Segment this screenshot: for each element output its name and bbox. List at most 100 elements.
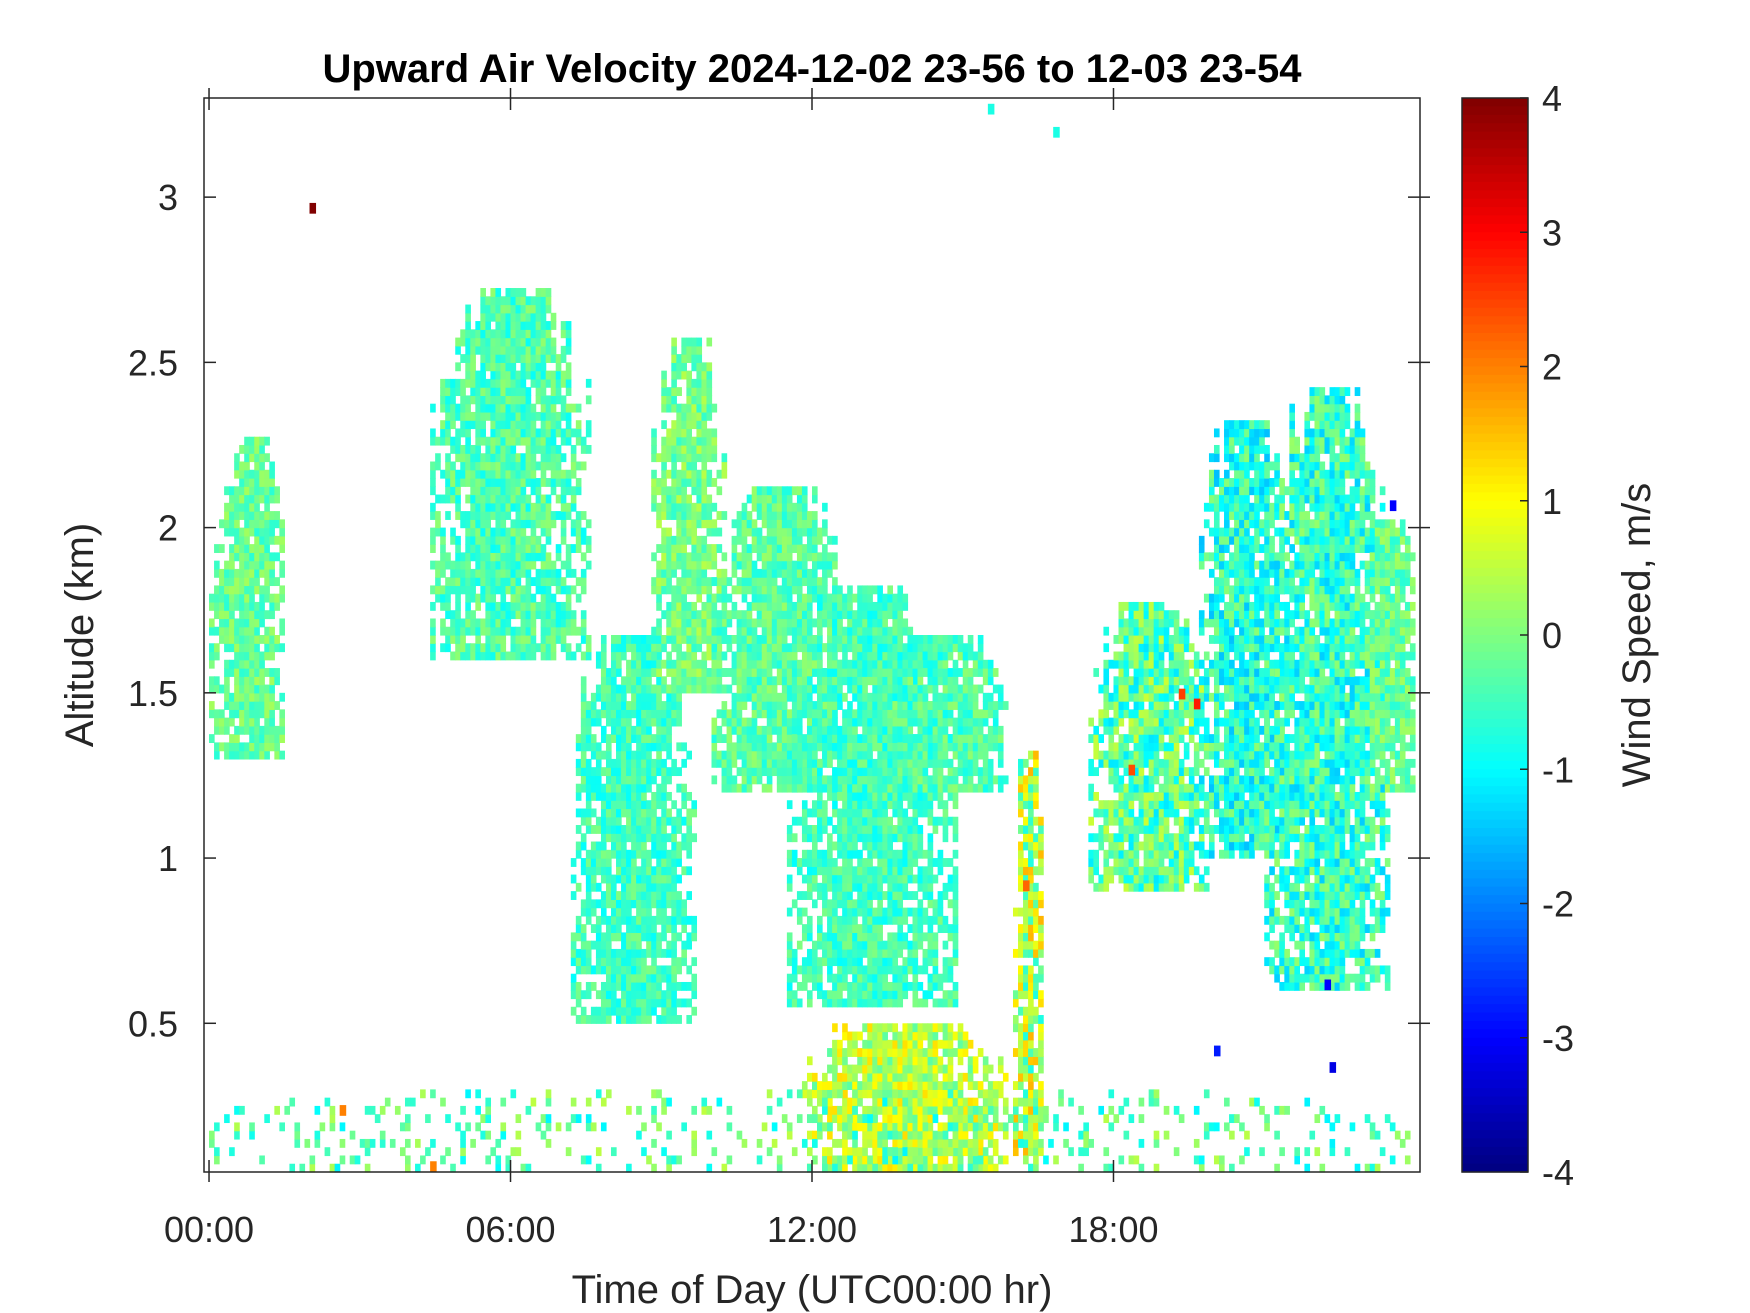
heat-cell xyxy=(872,998,878,1008)
heat-cell xyxy=(540,618,547,628)
heat-cell xyxy=(580,444,587,454)
heat-cell xyxy=(525,370,532,380)
heat-cell xyxy=(781,511,788,520)
heat-cell xyxy=(661,486,667,496)
heat-cell xyxy=(736,701,743,710)
heat-cell xyxy=(651,957,657,967)
heat-cell xyxy=(927,659,934,669)
heat-cell xyxy=(882,915,888,925)
heat-cell xyxy=(510,527,517,537)
heat-cell xyxy=(249,469,255,479)
heat-cell xyxy=(505,527,512,537)
heat-cell xyxy=(681,601,687,611)
heat-cell xyxy=(540,577,547,587)
heat-cell xyxy=(661,552,667,562)
heat-cell xyxy=(671,502,677,512)
heat-cell xyxy=(254,436,260,446)
heat-cell xyxy=(525,610,532,620)
heat-cell xyxy=(686,651,692,661)
heat-cell xyxy=(666,552,672,562)
heat-cell xyxy=(887,767,893,777)
heat-cell xyxy=(616,717,622,727)
heat-cell xyxy=(907,800,914,810)
heat-cell xyxy=(691,420,698,430)
heat-cell xyxy=(776,709,783,719)
heat-cell xyxy=(560,527,567,537)
heat-cell xyxy=(580,577,587,587)
heat-cell xyxy=(907,701,914,710)
heat-cell xyxy=(701,502,708,512)
heat-cell xyxy=(917,841,924,851)
heat-cell xyxy=(480,321,486,330)
heat-cell xyxy=(872,651,878,661)
heat-cell xyxy=(234,692,240,702)
heat-cell xyxy=(822,725,828,735)
heat-cell xyxy=(756,684,763,694)
heat-cell xyxy=(611,783,617,793)
heat-cell xyxy=(892,849,899,859)
heat-cell xyxy=(746,494,753,504)
heat-cell xyxy=(565,329,572,339)
heat-cell xyxy=(671,684,677,694)
heat-cell xyxy=(495,469,502,479)
heat-cell xyxy=(922,717,929,727)
heat-cell xyxy=(706,395,713,405)
heat-cell xyxy=(616,924,622,934)
heat-cell xyxy=(761,783,768,793)
heat-cell xyxy=(781,643,788,653)
heat-cell xyxy=(505,420,512,430)
heat-cell xyxy=(636,725,642,735)
heat-cell xyxy=(771,701,778,710)
heat-cell xyxy=(661,924,667,934)
heat-cell xyxy=(872,800,878,810)
heat-cell xyxy=(847,725,853,735)
heat-cell xyxy=(912,800,919,810)
heat-cell xyxy=(681,577,687,587)
heat-cell xyxy=(902,725,909,735)
heat-cell xyxy=(530,345,537,355)
heat-cell xyxy=(254,519,260,529)
heat-cell xyxy=(580,618,587,628)
heat-cell xyxy=(872,891,878,900)
heat-cell xyxy=(470,362,476,372)
heat-cell xyxy=(259,519,265,529)
heat-cell xyxy=(776,635,783,644)
heat-cell xyxy=(786,502,793,512)
heat-cell xyxy=(209,601,215,611)
heat-cell xyxy=(832,618,838,628)
heat-cell xyxy=(520,395,527,405)
heat-cell xyxy=(234,742,240,752)
heat-cell xyxy=(806,849,813,859)
heat-cell xyxy=(857,874,863,884)
heat-cell xyxy=(842,643,848,653)
heat-cell xyxy=(450,568,456,578)
heat-cell xyxy=(842,651,848,661)
heat-cell xyxy=(626,998,632,1008)
heat-cell xyxy=(550,610,557,620)
heat-cell xyxy=(711,478,718,487)
heat-cell xyxy=(806,717,813,727)
heat-cell xyxy=(626,709,632,719)
heat-cell xyxy=(259,593,265,603)
heat-cell xyxy=(611,948,617,958)
heat-cell xyxy=(626,725,632,735)
heat-cell xyxy=(812,758,818,768)
heat-cell xyxy=(545,601,552,611)
heat-cell xyxy=(505,610,512,620)
heat-cell xyxy=(224,668,230,677)
heat-cell xyxy=(977,668,984,677)
heat-cell xyxy=(515,544,522,553)
heat-cell xyxy=(540,362,547,372)
heat-cell xyxy=(465,527,471,537)
heat-cell xyxy=(781,701,788,710)
heat-cell xyxy=(681,519,687,529)
heat-cell xyxy=(681,676,687,686)
heat-cell xyxy=(857,957,863,967)
heat-cell xyxy=(801,825,808,834)
heat-cell xyxy=(817,849,823,859)
heat-cell xyxy=(525,436,532,446)
heat-cell xyxy=(244,701,250,710)
heat-cell xyxy=(912,841,919,851)
heat-cell xyxy=(897,907,904,917)
heat-cell xyxy=(621,841,627,851)
